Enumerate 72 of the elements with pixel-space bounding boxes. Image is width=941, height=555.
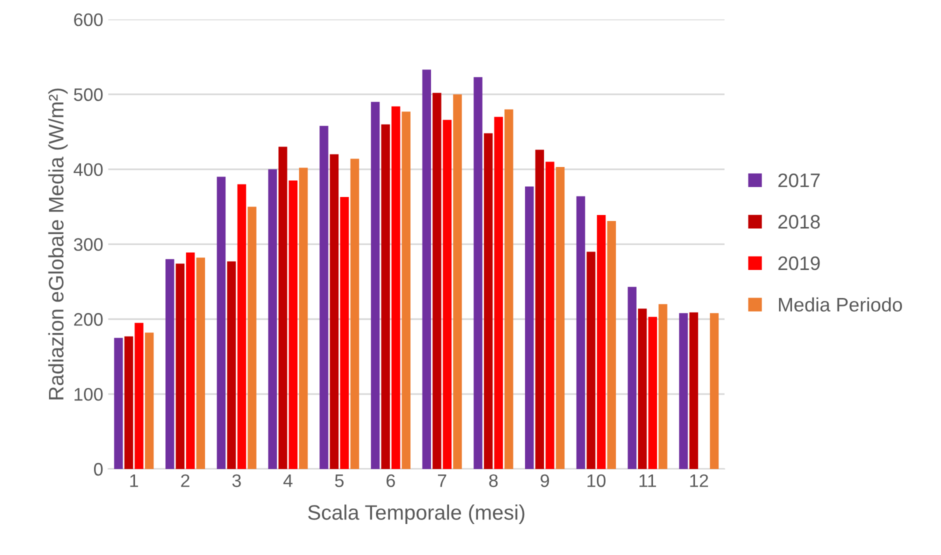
bar — [114, 338, 123, 469]
x-tick-label: 12 — [690, 474, 708, 487]
y-tick-label: 400 — [74, 163, 103, 176]
legend-label: 2019 — [778, 256, 820, 270]
bar — [248, 206, 256, 469]
bar — [576, 196, 586, 469]
bar — [370, 102, 380, 469]
bar — [340, 196, 349, 469]
y-tick-label: 100 — [74, 388, 103, 401]
x-tick-label: 9 — [540, 474, 549, 488]
bar — [546, 162, 554, 469]
y-tick-label: 0 — [94, 462, 103, 476]
bar — [442, 120, 452, 469]
bar — [658, 304, 668, 469]
bar — [586, 252, 596, 469]
bar — [288, 180, 298, 469]
bar — [679, 313, 688, 469]
bar — [494, 116, 503, 469]
bar — [216, 176, 226, 469]
bar — [268, 169, 277, 469]
x-tick-label: 1 — [130, 474, 138, 487]
bar — [648, 316, 658, 469]
x-tick-label: 4 — [283, 474, 292, 487]
bar — [144, 332, 154, 469]
bar — [484, 133, 493, 469]
bar — [381, 124, 390, 469]
bar — [278, 146, 288, 469]
bar — [320, 126, 328, 469]
bar — [124, 336, 134, 469]
bar — [402, 112, 410, 469]
x-tick-label: 11 — [640, 474, 656, 487]
bar — [330, 154, 339, 469]
y-axis-title: Radiazion eGlobale Media (W/m²) — [48, 88, 68, 400]
x-axis-title: Scala Temporale (mesi) — [308, 504, 524, 524]
bar — [689, 312, 698, 469]
bar — [453, 94, 462, 469]
bar — [607, 220, 616, 469]
bar — [176, 264, 184, 469]
y-tick-label: 200 — [74, 313, 103, 326]
x-tick-label: 2 — [181, 474, 190, 487]
legend-label: 2017 — [778, 173, 820, 188]
bar — [422, 70, 432, 469]
bar — [299, 168, 308, 469]
bar — [504, 109, 514, 469]
x-tick-label: 8 — [489, 474, 498, 488]
legend-label: 2018 — [778, 214, 820, 229]
x-tick-label: 3 — [232, 474, 241, 488]
bar — [556, 167, 565, 469]
x-tick-label: 5 — [335, 474, 344, 488]
bar — [525, 186, 534, 469]
bar — [134, 322, 144, 469]
bar — [628, 286, 636, 469]
bar — [196, 258, 206, 469]
bar — [596, 214, 606, 469]
x-tick-label: 10 — [588, 474, 606, 488]
bar — [186, 252, 195, 469]
bar — [350, 158, 360, 469]
x-tick-label: 7 — [438, 474, 446, 487]
bar — [432, 92, 442, 469]
x-tick-label: 6 — [386, 474, 395, 488]
y-tick-label: 500 — [74, 88, 103, 102]
bar — [535, 150, 544, 469]
bar — [710, 313, 719, 469]
bar — [227, 261, 236, 469]
bar — [474, 77, 482, 469]
bar — [165, 259, 174, 469]
bar — [391, 106, 400, 469]
bar — [638, 308, 647, 469]
y-tick-label: 300 — [74, 238, 103, 251]
y-tick-label: 600 — [74, 13, 103, 26]
bar — [237, 184, 246, 469]
legend-label: Media Periodo — [778, 297, 902, 312]
